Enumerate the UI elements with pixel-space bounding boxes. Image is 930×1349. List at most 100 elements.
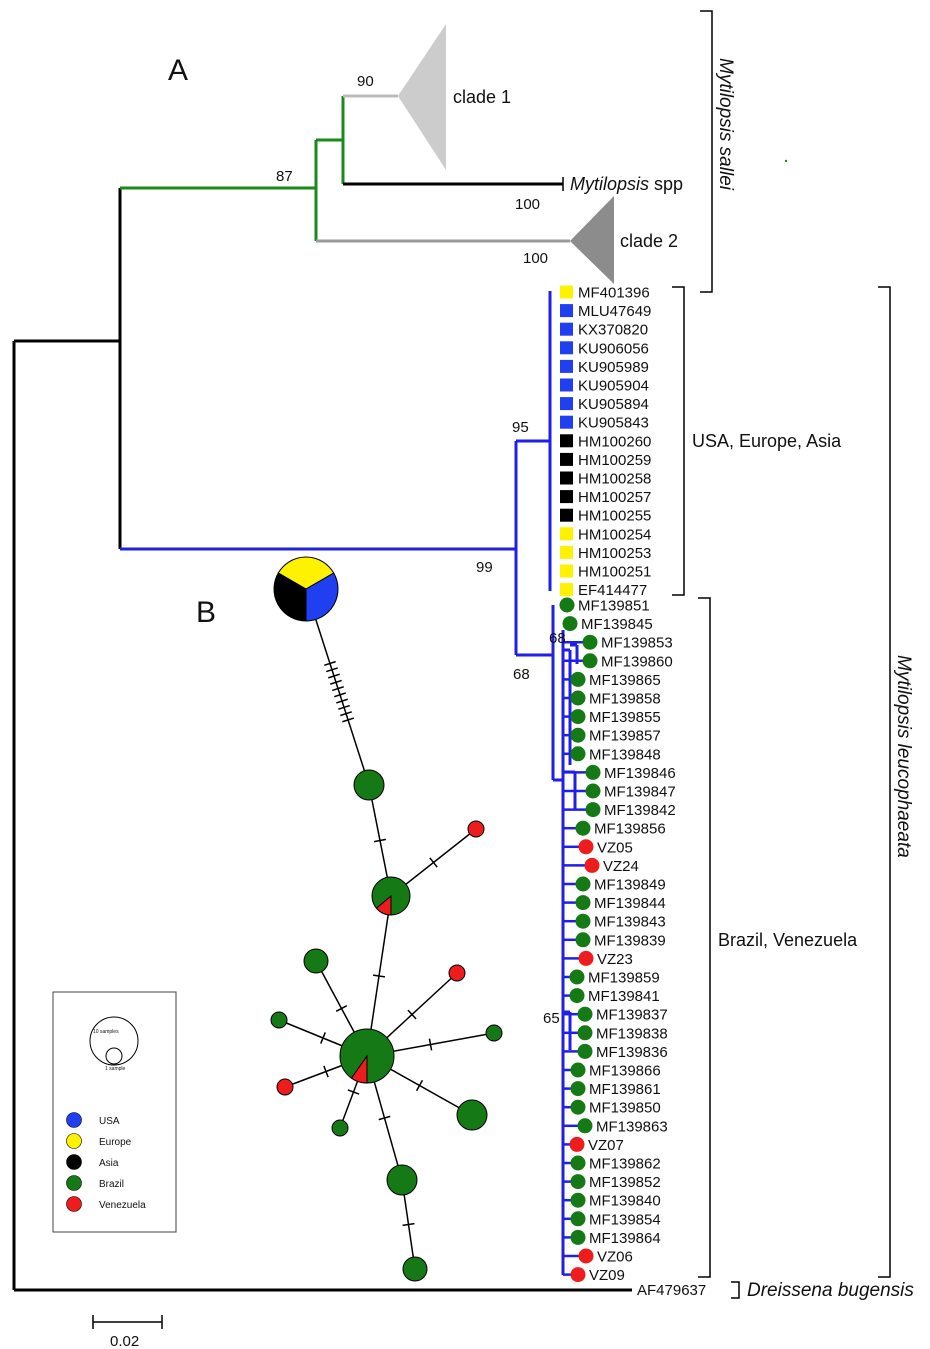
taxon-row: KU906056 [560,340,649,357]
taxon-label: MF139849 [594,877,666,894]
taxon-label: MF139855 [589,709,661,726]
mutation-tick [338,704,350,710]
taxon-label: MF139857 [589,728,661,745]
taxon-label: MF139845 [581,616,653,633]
region-marker-circle [578,1248,594,1264]
taxon-label: VZ23 [597,951,633,968]
taxon-row: MF139845 [562,616,653,633]
taxon-row: MF139857 [570,727,661,745]
region-marker-square [560,564,573,578]
taxon-label: MF139846 [604,765,676,782]
taxon-label: MF139859 [588,970,660,987]
taxon-label: KU905843 [578,415,649,432]
taxon-label: MF139843 [594,914,666,931]
taxon-label: MF139866 [589,1063,661,1080]
mutation-tick [335,1005,348,1012]
taxon-row: MF139856 [575,820,666,838]
haplotype-wedge-venezuela [350,1054,368,1084]
region-marker-circle [570,1267,586,1283]
region-marker-square [560,322,573,336]
mutation-tick [402,1222,415,1227]
taxon-row: MF139849 [575,876,666,894]
taxon-label: HM100253 [578,545,651,562]
region-marker-circle [585,783,601,799]
taxon-row: MF139840 [570,1192,661,1210]
mutation-tick [347,1089,360,1095]
usa-group-bracket [672,286,685,596]
region-marker-circle [577,1043,593,1059]
taxon-row: HM100259 [560,452,651,469]
haplotype-node [467,820,485,838]
region-marker-square [560,397,573,411]
taxon-label: VZ09 [589,1267,625,1284]
legend-size-small-label: 1 sample [105,1066,126,1072]
network-edges [278,588,495,1270]
region-marker-square [560,527,573,541]
support-brazil: 68 [513,666,530,683]
taxon-row: KU905989 [560,359,649,376]
legend-item: Europe [66,1133,132,1149]
taxon-row: VZ06 [578,1248,633,1266]
taxon-row: HM100255 [560,508,651,525]
taxon-row: MLU47649 [560,303,651,320]
region-marker-circle [569,1136,585,1152]
region-marker-circle [575,820,591,836]
taxon-row: MF139850 [570,1099,661,1117]
legend-item: Venezuela [66,1196,146,1212]
legend-swatch [66,1175,82,1191]
haplotype-node [456,1099,488,1131]
taxon-row: HM100258 [560,471,651,488]
legend-item: Brazil [66,1175,124,1191]
taxon-row: MF139842 [585,802,676,819]
brazil-venezuela-label: Brazil, Venezuela [718,930,858,950]
legend-swatch [66,1112,82,1128]
haplotype-node [485,1024,503,1042]
taxon-label: HM100257 [578,489,651,506]
taxon-row: MF139846 [585,764,676,782]
region-marker-circle [575,876,591,892]
taxon-row: MF139836 [577,1043,668,1061]
taxon-label: MF401396 [578,285,650,302]
taxon-label: MF139864 [589,1230,661,1247]
taxon-row: HM100257 [560,489,651,506]
legend-swatch [66,1196,82,1212]
taxon-row: HM100260 [560,433,651,450]
taxon-row: MF139837 [577,1006,668,1024]
haplotype-wedge-europe [277,556,335,590]
taxon-label: HM100251 [578,564,651,581]
taxon-label: MLU47649 [578,303,651,320]
taxon-row: EF414477 [560,582,647,599]
haplotype-node [270,1011,288,1029]
haplotype-network [270,556,503,1282]
region-marker-circle [570,727,586,743]
support-mspp: 100 [515,196,540,213]
taxon-row: MF139844 [575,895,666,912]
taxon-row: MF139862 [570,1155,661,1173]
support-clade1: 90 [357,73,374,90]
taxon-row: VZ07 [569,1136,624,1154]
taxon-row: VZ09 [570,1267,625,1284]
clade2-label: clade 2 [620,231,678,251]
taxon-row: MF139839 [575,932,666,949]
region-marker-circle [578,950,594,966]
taxon-label: MF139838 [596,1025,668,1042]
taxon-label: MF139852 [589,1174,661,1191]
taxon-label: MF139847 [604,784,676,801]
support-usa: 95 [512,419,529,436]
brazil-branches [551,603,586,1276]
taxon-row: HM100254 [560,526,651,543]
taxon-row: MF139859 [569,969,660,987]
taxon-label: KX370820 [578,322,648,339]
taxon-row: MF139863 [577,1118,668,1135]
region-marker-circle [570,1081,586,1097]
taxon-row: MF139852 [570,1174,661,1191]
taxon-row: KU905843 [560,415,649,432]
region-marker-circle [575,895,591,911]
taxon-label: VZ05 [597,839,633,856]
region-marker-circle [570,671,586,687]
taxon-label: MF139850 [589,1100,661,1117]
support-main: 87 [276,168,293,185]
haplotype-wedge-venezuela [375,894,392,916]
mytilopsis-spp-label: Mytilopsis spp [570,174,683,194]
region-marker-circle [570,1062,586,1078]
